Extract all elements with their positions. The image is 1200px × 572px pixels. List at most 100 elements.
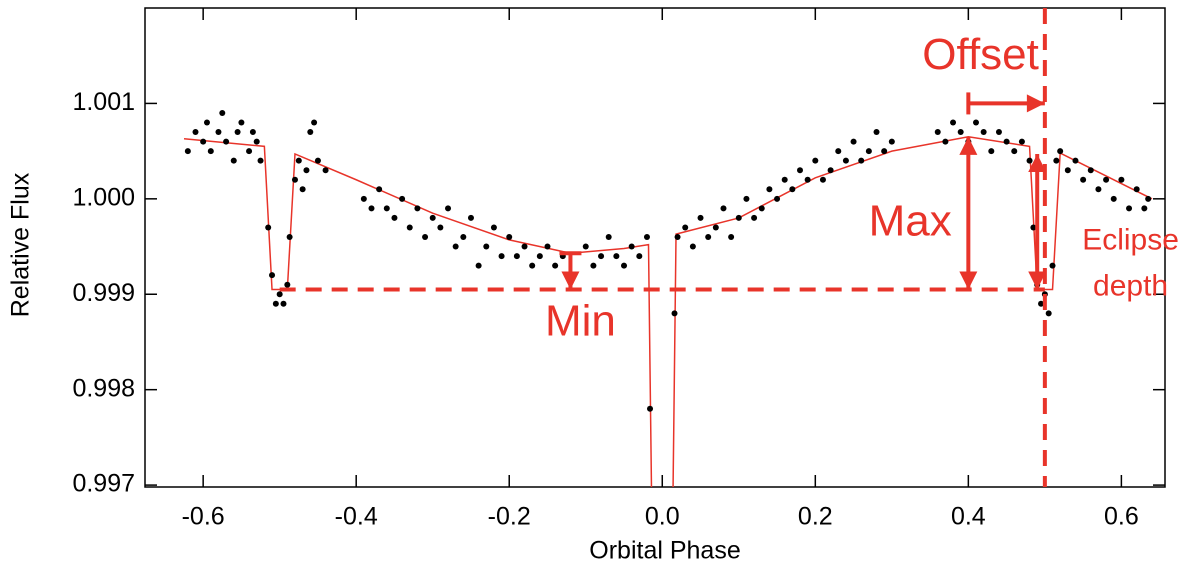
y-tick-label: 1.000 — [72, 183, 135, 211]
data-point — [286, 234, 293, 241]
x-tick-label: 0.0 — [645, 503, 680, 531]
data-point — [671, 310, 678, 317]
data-point — [942, 138, 949, 145]
y-tick-label: 0.999 — [72, 279, 135, 307]
arrow-head — [1028, 271, 1047, 290]
data-point — [223, 138, 230, 145]
arrow-head — [959, 136, 978, 155]
data-point — [184, 148, 191, 155]
data-point — [1087, 167, 1094, 174]
data-point — [246, 148, 253, 155]
data-point — [234, 129, 241, 136]
data-point — [1103, 176, 1110, 183]
y-tick-label: 1.001 — [72, 88, 135, 116]
data-point — [888, 138, 895, 145]
data-point — [705, 234, 712, 241]
data-point — [314, 157, 321, 164]
data-point — [1018, 138, 1025, 145]
data-point — [934, 129, 941, 136]
plot-frame — [144, 7, 1166, 488]
data-point — [1038, 300, 1045, 307]
x-tick-label: 0.6 — [1104, 503, 1139, 531]
data-point — [797, 167, 804, 174]
data-point — [842, 157, 849, 164]
data-point — [391, 214, 398, 221]
data-point — [988, 148, 995, 155]
data-point — [422, 234, 429, 241]
data-point — [360, 195, 367, 202]
data-point — [636, 253, 643, 260]
data-point — [1049, 262, 1056, 269]
data-point — [192, 129, 199, 136]
arrow-head — [561, 271, 580, 290]
data-point — [1126, 205, 1133, 212]
arrow-head — [1026, 94, 1045, 113]
data-point — [950, 119, 957, 126]
data-point — [972, 119, 979, 126]
data-point — [230, 157, 237, 164]
annotation: depth — [1093, 269, 1168, 302]
data-point — [766, 186, 773, 193]
y-axis-label: Relative Flux — [7, 172, 35, 317]
data-point — [445, 205, 452, 212]
data-point — [1080, 176, 1087, 183]
data-point — [1141, 205, 1148, 212]
data-point — [774, 195, 781, 202]
data-point — [200, 138, 207, 145]
data-point — [758, 205, 765, 212]
data-point — [1133, 186, 1140, 193]
annotation: Offset — [922, 30, 1039, 79]
x-tick-label: 0.4 — [951, 503, 986, 531]
data-point — [521, 243, 528, 250]
data-point — [712, 224, 719, 231]
data-point — [1110, 195, 1117, 202]
data-point — [751, 214, 758, 221]
data-point — [995, 129, 1002, 136]
data-point — [299, 186, 306, 193]
data-point — [452, 243, 459, 250]
data-point — [467, 214, 474, 221]
data-point — [1095, 186, 1102, 193]
data-point — [643, 234, 650, 241]
annotation: Min — [545, 296, 616, 345]
data-point — [582, 243, 589, 250]
y-tick-label: 0.997 — [72, 470, 135, 498]
data-point — [1145, 195, 1152, 202]
data-point — [552, 262, 559, 269]
data-point — [812, 157, 819, 164]
data-point — [483, 243, 490, 250]
data-point — [460, 234, 467, 241]
data-point — [276, 291, 283, 298]
plot-area — [183, 8, 1153, 487]
data-point — [590, 262, 597, 269]
data-point — [980, 129, 987, 136]
data-point — [689, 243, 696, 250]
model-line — [183, 136, 1153, 487]
arrow-head — [959, 271, 978, 290]
data-point — [647, 405, 654, 412]
data-point — [513, 253, 520, 260]
data-point — [238, 119, 245, 126]
data-point — [850, 138, 857, 145]
data-point — [628, 243, 635, 250]
data-point — [322, 167, 329, 174]
data-point — [265, 224, 272, 231]
data-point — [1026, 157, 1033, 164]
data-point — [307, 129, 314, 136]
data-point — [284, 281, 291, 288]
arrow-head — [1028, 153, 1047, 172]
data-point — [475, 262, 482, 269]
data-point — [835, 148, 842, 155]
data-point — [1030, 224, 1037, 231]
data-point — [720, 205, 727, 212]
data-point — [605, 234, 612, 241]
data-point — [207, 148, 214, 155]
data-point — [311, 119, 318, 126]
data-point — [621, 262, 628, 269]
data-point — [789, 186, 796, 193]
annotation: Max — [869, 196, 952, 245]
annotation: Eclipse — [1082, 224, 1179, 257]
y-tick-label: 0.998 — [72, 374, 135, 402]
data-point — [957, 129, 964, 136]
data-point — [804, 176, 811, 183]
